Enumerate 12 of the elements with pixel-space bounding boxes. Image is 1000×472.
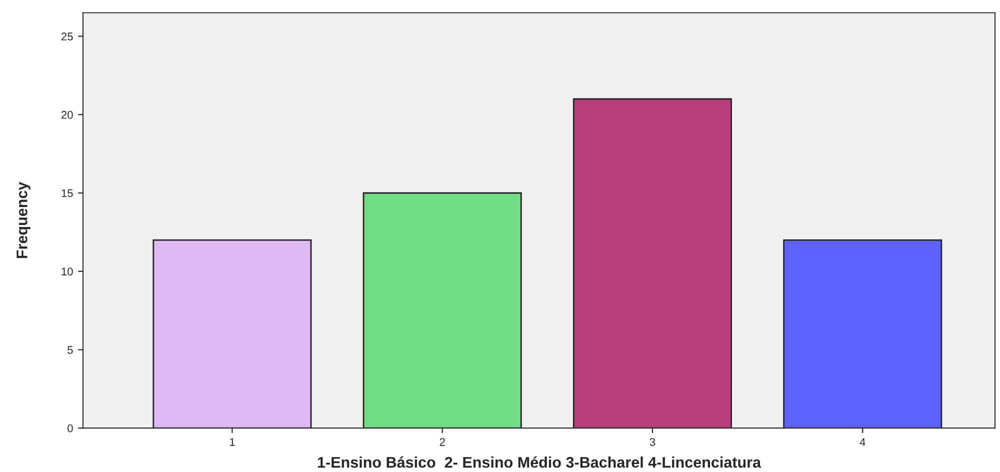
- x-axis-title: 1-Ensino Básico 2- Ensino Médio 3-Bacharel 4-Lincenciatura: [318, 456, 762, 468]
- y-tick-label: 0: [68, 424, 73, 432]
- y-tick-label: 5: [68, 346, 73, 354]
- x-tick-label: 1: [230, 438, 235, 446]
- y-tick-label: 25: [61, 32, 73, 40]
- y-tick-label: 15: [62, 189, 73, 198]
- x-tick-label: 4: [860, 438, 866, 446]
- x-tick-label: 2: [440, 438, 445, 446]
- y-axis-title: Frequency: [16, 182, 30, 258]
- y-tick-label: 20: [61, 110, 73, 119]
- y-tick-label: 10: [62, 268, 73, 276]
- x-tick-label: 3: [650, 438, 656, 446]
